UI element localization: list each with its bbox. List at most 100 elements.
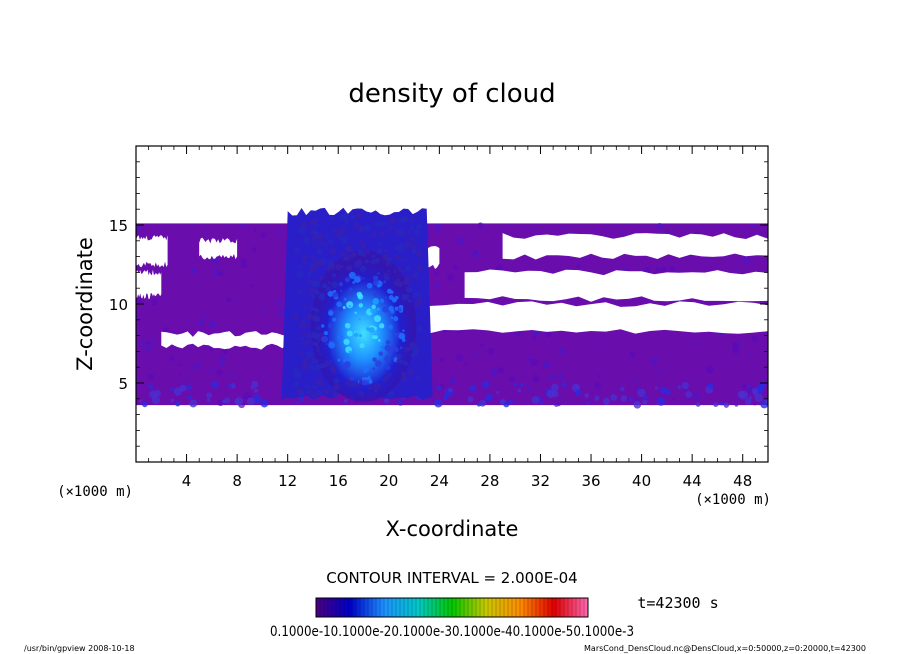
convective-cell (360, 241, 366, 247)
x-tick-label: 20 (379, 472, 398, 490)
cloud-base-speckle (260, 399, 269, 408)
convective-cell (344, 277, 350, 283)
cloud-base-speckle (205, 392, 213, 399)
cloud-base-speckle (745, 398, 752, 405)
cloud-speckle (278, 308, 287, 317)
convective-cell (410, 236, 416, 243)
cloud-base-speckle (211, 381, 219, 389)
cloud-speckle (497, 367, 504, 374)
convective-cell (318, 293, 326, 301)
convective-cell (377, 339, 381, 342)
convective-cell (397, 219, 401, 223)
convective-cell (379, 323, 385, 329)
cloud-speckle (183, 243, 187, 247)
cloud-speckle (520, 334, 523, 337)
cloud-speckle (241, 223, 247, 229)
cloud-base-speckle (685, 391, 692, 398)
cloud-speckle (526, 378, 529, 381)
cloud-speckle (186, 377, 190, 381)
convective-cell (377, 272, 380, 275)
cloud-speckle (217, 270, 224, 277)
convective-cell (344, 322, 351, 329)
cloud-speckle (480, 343, 484, 347)
cloud-speckle (452, 264, 458, 271)
cloud-speckle (509, 376, 516, 383)
cloud-base-speckle (503, 401, 510, 408)
convective-cell (301, 362, 309, 369)
cloud-speckle (530, 358, 538, 366)
convective-cell (309, 218, 318, 226)
cloud-base-speckle (170, 387, 175, 391)
cloud-base-speckle (561, 381, 567, 387)
convective-cell (405, 266, 411, 272)
convective-cell (368, 380, 373, 384)
convective-cell (358, 303, 364, 308)
cloud-speckle (146, 341, 150, 345)
convective-cell (416, 326, 424, 333)
convective-cell (339, 289, 343, 293)
convective-cell (306, 282, 309, 285)
cloud-speckle (209, 368, 213, 373)
colorbar-tick-labels: 0.1000e-10.1000e-20.1000e-30.1000e-40.10… (270, 624, 634, 640)
cloud-base-speckle (620, 395, 628, 402)
convective-cell (316, 346, 320, 349)
cloud-base-speckle (517, 388, 522, 393)
convective-cell (314, 281, 321, 288)
cloud-speckle (691, 380, 695, 383)
cloud-speckle (148, 339, 155, 346)
cloud-speckle (629, 351, 636, 358)
cloud-speckle (545, 330, 552, 338)
cloud-speckle (487, 348, 495, 355)
cloud-speckle (558, 373, 564, 380)
cloud-speckle (473, 250, 477, 254)
convective-cell (336, 301, 342, 308)
convective-cell (349, 376, 355, 381)
cloud-speckle (216, 368, 223, 376)
cloud-base-speckle (476, 402, 481, 407)
clear-region (136, 269, 162, 300)
cloud-speckle (526, 385, 529, 389)
convective-cell (382, 306, 389, 313)
cloud-base-speckle (531, 396, 540, 404)
cloud-base-speckle (189, 399, 198, 408)
convective-cell (305, 390, 310, 394)
convective-cell (296, 387, 303, 395)
convective-cell (353, 222, 360, 229)
convective-cell (360, 265, 367, 273)
convective-cell (367, 384, 373, 390)
convective-cell (407, 368, 415, 376)
x-unit-left: (×1000 m) (57, 484, 133, 500)
cloud-base-speckle (594, 395, 600, 401)
cloud-speckle (741, 383, 747, 389)
cloud-speckle (699, 300, 703, 304)
cloud-base-speckle (551, 390, 559, 398)
convective-cell (357, 249, 365, 257)
cloud-speckle (737, 343, 742, 349)
cloud-base-speckle (610, 394, 618, 401)
convective-cell (396, 280, 403, 288)
convective-cell (343, 338, 350, 346)
cloud-speckle (148, 373, 155, 381)
convective-cell (374, 220, 381, 227)
convective-cell (325, 343, 328, 346)
convective-cell (298, 322, 305, 328)
convective-cell (310, 294, 315, 299)
convective-cell (393, 246, 398, 250)
convective-cell (331, 281, 339, 288)
cloud-speckle (548, 402, 551, 405)
clear-region (199, 237, 238, 260)
convective-cell (353, 276, 361, 283)
cloud-speckle (532, 374, 540, 383)
convective-cell (362, 366, 370, 373)
convective-cell (316, 349, 320, 353)
convective-cell (328, 310, 334, 316)
cloud-speckle (468, 232, 472, 236)
convective-cell (305, 313, 312, 320)
convective-cell (362, 253, 367, 257)
convective-cell (410, 352, 416, 358)
cloud-base-speckle (228, 383, 232, 388)
convective-core (310, 250, 417, 402)
convective-cell (370, 307, 377, 314)
convective-cell (378, 351, 384, 357)
cloud-speckle (260, 232, 266, 238)
